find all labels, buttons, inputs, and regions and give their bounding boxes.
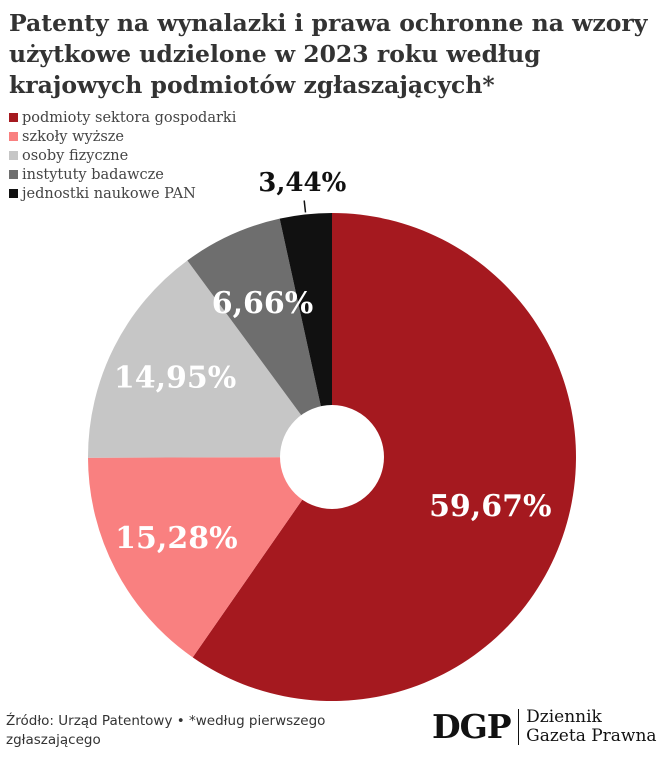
- legend-swatch-4: [9, 189, 18, 198]
- legend-item-3: instytuty badawcze: [9, 165, 236, 184]
- legend-item-4: jednostki naukowe PAN: [9, 184, 236, 203]
- legend-item-1: szkoły wyższe: [9, 127, 236, 146]
- legend-label-1: szkoły wyższe: [22, 128, 125, 145]
- donut-hole: [280, 405, 384, 509]
- slice-value-label-0: 59,67%: [429, 489, 551, 524]
- publisher-logo: DGP Dziennik Gazeta Prawna: [432, 707, 657, 746]
- slice-value-label-3: 6,66%: [212, 286, 314, 321]
- legend-label-0: podmioty sektora gospodarki: [22, 109, 237, 126]
- legend-swatch-2: [9, 151, 18, 160]
- logo-line-2: Gazeta Prawna: [526, 725, 657, 746]
- donut-slice-1: [88, 457, 332, 658]
- slice-value-label-2: 14,95%: [114, 361, 236, 396]
- donut-slice-4: [279, 213, 332, 457]
- donut-slice-3: [187, 218, 332, 457]
- legend-label-3: instytuty badawcze: [22, 166, 164, 183]
- logo-divider: [517, 708, 520, 745]
- donut-value-labels: 59,67% 15,28% 14,95% 6,66% 3,44%: [114, 166, 552, 556]
- legend-label-2: osoby fizyczne: [22, 147, 129, 164]
- logo-name: Dziennik Gazeta Prawna: [526, 706, 657, 746]
- legend-label-4: jednostki naukowe PAN: [22, 185, 196, 202]
- donut-slice-2: [87, 260, 332, 458]
- legend-item-0: podmioty sektora gospodarki: [9, 108, 236, 127]
- logo-mark: DGP: [432, 707, 512, 746]
- chart-title: Patenty na wynalazki i prawa ochronne na…: [9, 9, 648, 99]
- donut-slice-0: [192, 213, 576, 702]
- donut-slices: [87, 213, 576, 702]
- source-note: Źródło: Urząd Patentowy • *według pierws…: [6, 713, 326, 748]
- chart-legend: podmioty sektora gospodarki szkoły wyższ…: [9, 108, 236, 203]
- legend-swatch-3: [9, 170, 18, 179]
- slice-value-label-1: 15,28%: [115, 521, 237, 556]
- slice-value-label-4: 3,44%: [258, 168, 346, 198]
- legend-swatch-1: [9, 132, 18, 141]
- logo-line-1: Dziennik: [526, 706, 602, 727]
- legend-item-2: osoby fizyczne: [9, 146, 236, 165]
- slice-leader-line-4: [303, 200, 307, 213]
- legend-swatch-0: [9, 113, 18, 122]
